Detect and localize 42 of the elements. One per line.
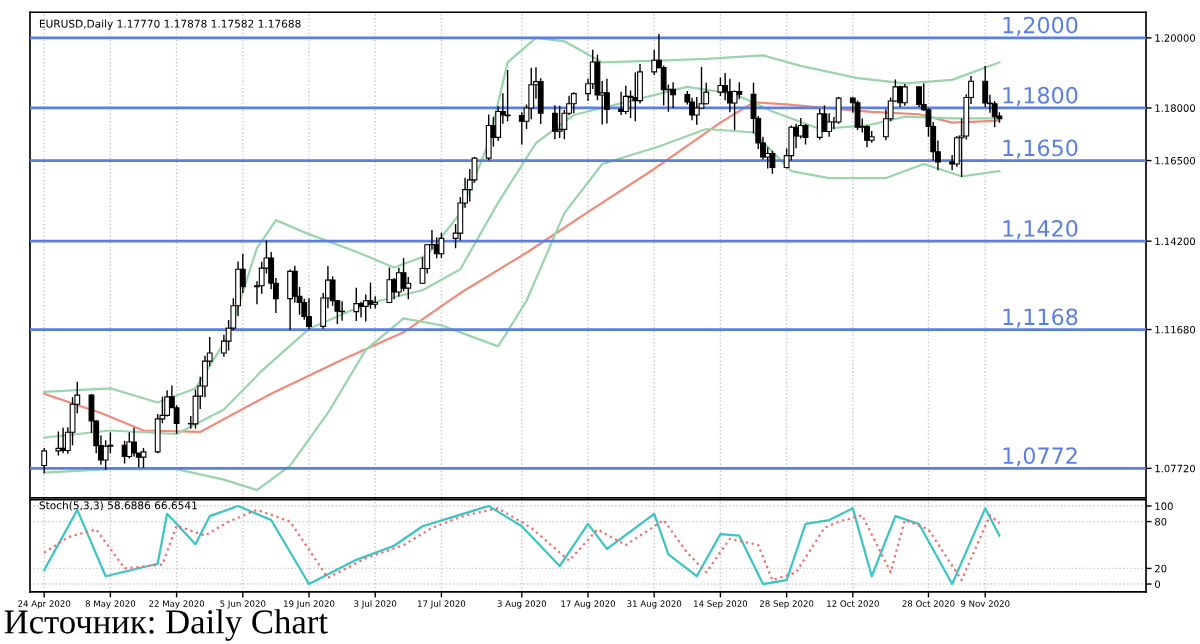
candlestick xyxy=(306,297,312,331)
candlestick xyxy=(821,104,828,133)
candlestick xyxy=(504,69,511,122)
candlestick xyxy=(102,439,109,471)
candlestick xyxy=(916,85,922,108)
candlestick xyxy=(126,431,133,460)
candlestick xyxy=(41,447,48,474)
ref-line-label: 1,2000 xyxy=(1003,16,1078,36)
candlestick xyxy=(603,78,610,125)
candlestick xyxy=(982,65,989,108)
line-series xyxy=(43,36,1001,404)
candlestick xyxy=(622,85,629,115)
ref-line-label: 1,0772 xyxy=(1003,447,1077,467)
candlestick xyxy=(864,124,870,148)
candlestick xyxy=(991,100,998,128)
candlestick xyxy=(693,96,700,126)
candlestick xyxy=(405,276,412,301)
candlestick xyxy=(670,81,677,109)
candlestick xyxy=(400,257,407,293)
candlestick xyxy=(518,111,525,146)
candlestick xyxy=(802,123,809,146)
candlestick xyxy=(826,112,833,138)
candlestick xyxy=(788,124,795,162)
candlestick xyxy=(485,113,492,161)
candlestick xyxy=(660,64,667,107)
candlestick xyxy=(717,76,724,97)
ref-line-label: 1,1168 xyxy=(1003,308,1078,328)
candlestick xyxy=(386,266,393,304)
candlestick xyxy=(570,91,577,114)
candlestick xyxy=(556,105,563,139)
candlestick xyxy=(797,117,804,140)
text: Источник: Daily Chart xyxy=(4,609,328,641)
candlestick xyxy=(353,287,360,322)
ref-line-label: 1,1420 xyxy=(1003,220,1078,240)
ref-line-label: 1,1800 xyxy=(1003,86,1078,106)
candlestick xyxy=(854,99,861,131)
candlestick xyxy=(173,404,180,435)
candlestick xyxy=(438,232,445,259)
candlestick xyxy=(164,389,171,418)
ref-line-label: 1,1650 xyxy=(1003,139,1078,159)
candlestick xyxy=(769,150,776,175)
candlestick xyxy=(835,96,842,125)
